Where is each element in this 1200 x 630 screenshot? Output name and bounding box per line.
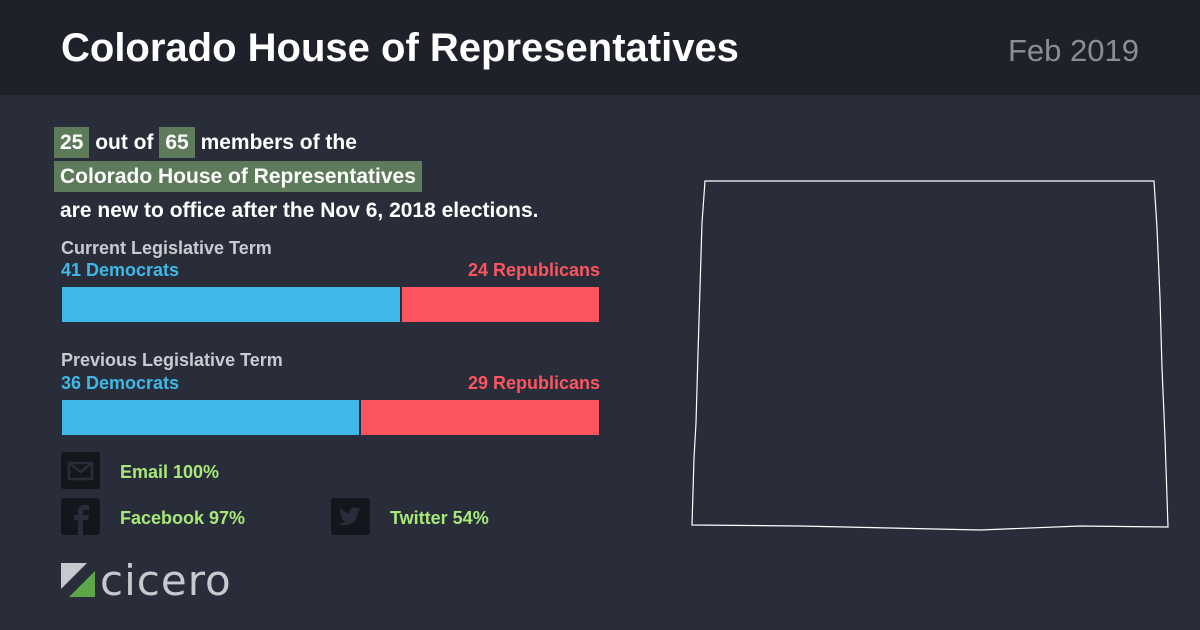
previous-democrats-segment	[61, 399, 360, 436]
body-name: Colorado House of Representatives	[54, 161, 422, 192]
current-term-bar	[61, 286, 600, 323]
out-of-text: out of	[95, 131, 154, 154]
previous-term-label: Previous Legislative Term	[61, 350, 283, 370]
summary-line-1: 25 out of 65 members of the	[54, 126, 654, 160]
total-count: 65	[159, 127, 195, 158]
facebook-icon	[61, 498, 100, 535]
previous-term-bar	[61, 399, 600, 436]
twitter-stat: Twitter 54%	[390, 508, 489, 528]
new-count: 25	[54, 127, 90, 158]
summary-line-2: Colorado House of Representatives	[54, 160, 654, 194]
current-republicans-label: 24 Republicans	[467, 260, 600, 280]
current-term-party-row: 41 Democrats 24 Republicans	[61, 260, 600, 282]
page-title: Colorado House of Representatives	[61, 26, 739, 70]
facebook-stat: Facebook 97%	[120, 508, 246, 528]
previous-republicans-label: 29 Republicans	[467, 373, 600, 393]
cicero-logo-text: cicero	[100, 556, 232, 605]
header-bar: Colorado House of Representatives Feb 20…	[0, 0, 1200, 95]
current-democrats-label: 41 Democrats	[61, 260, 180, 280]
colorado-state-outline	[691, 180, 1169, 531]
members-of-the-text: members of the	[200, 131, 357, 154]
current-republicans-segment	[400, 286, 600, 323]
summary-line-3: are new to office after the Nov 6, 2018 …	[54, 194, 654, 228]
summary-text: 25 out of 65 members of the Colorado Hou…	[54, 126, 654, 228]
email-stat: Email 100%	[120, 462, 220, 482]
summary-suffix: are new to office after the Nov 6, 2018 …	[60, 199, 539, 222]
current-democrats-segment	[61, 286, 401, 323]
date-label: Feb 2019	[1008, 33, 1139, 68]
previous-democrats-label: 36 Democrats	[61, 373, 180, 393]
current-term-label: Current Legislative Term	[61, 238, 272, 258]
email-icon	[61, 452, 100, 489]
cicero-logo-icon	[61, 563, 95, 597]
twitter-icon	[331, 498, 370, 535]
previous-republicans-segment	[359, 399, 600, 436]
previous-term-party-row: 36 Democrats 29 Republicans	[61, 373, 600, 395]
